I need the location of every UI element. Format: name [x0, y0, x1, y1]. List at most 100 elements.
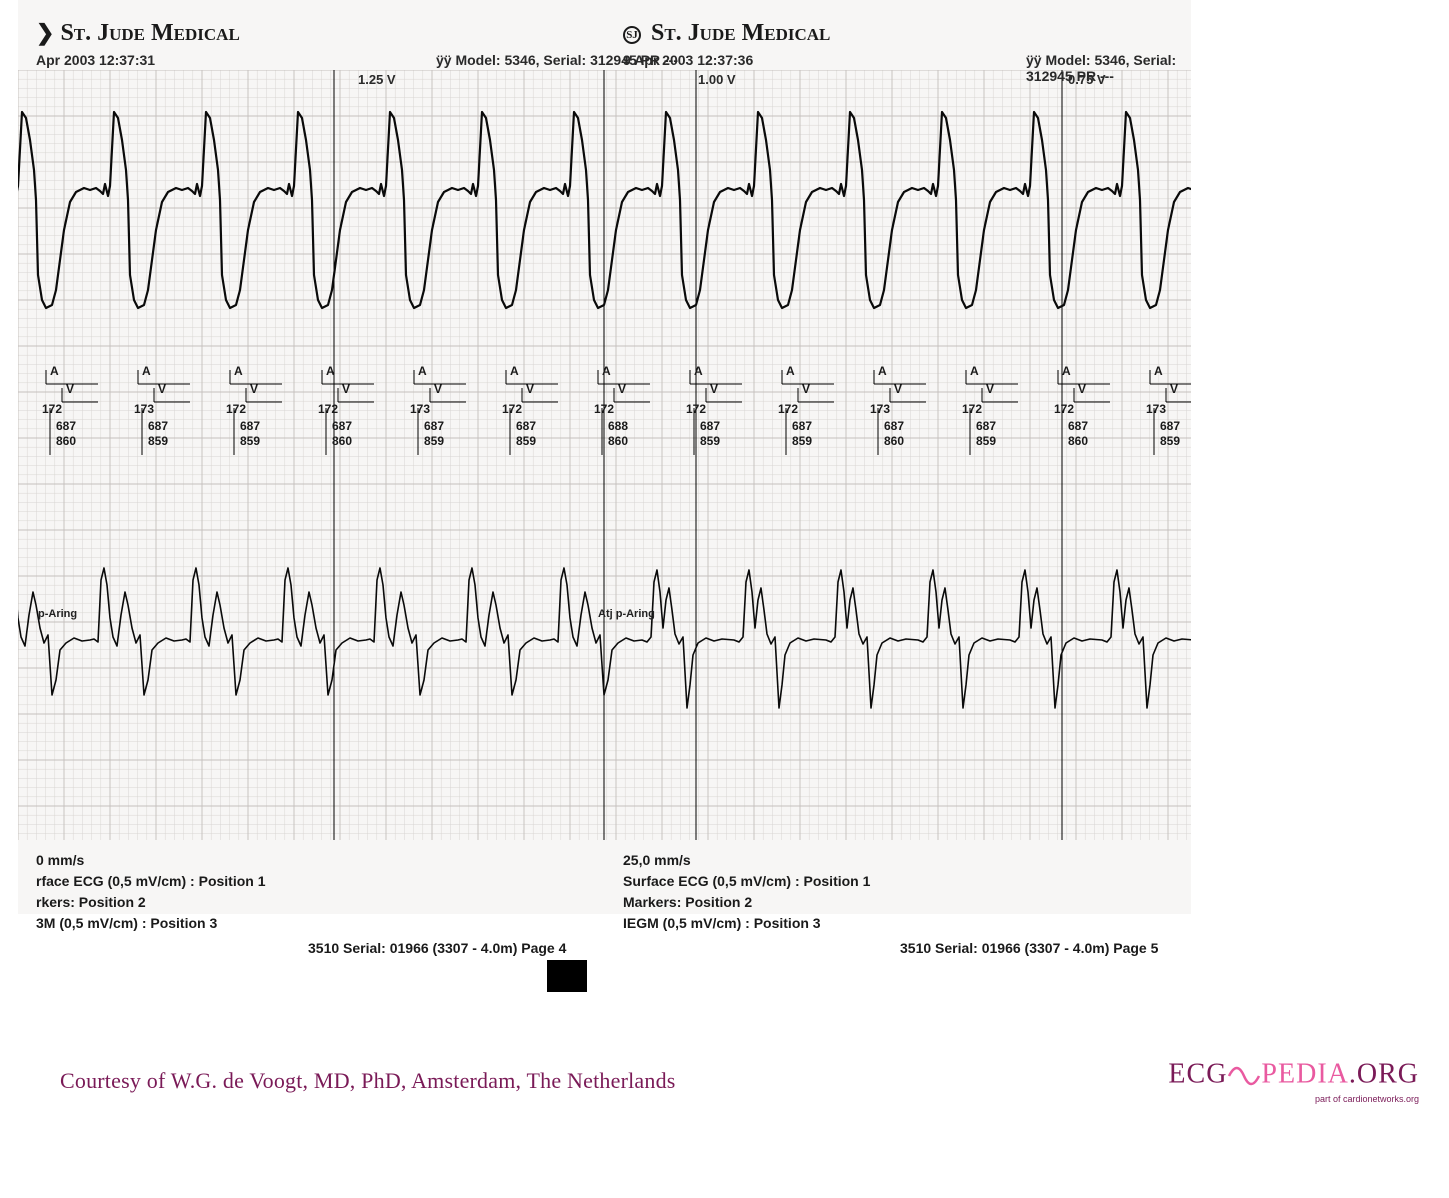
marker-interval-1: 172	[502, 402, 522, 416]
marker-channel-area: AV172687860AV173687859AV172687859AV17268…	[18, 364, 1191, 444]
marker-v: V	[526, 382, 534, 396]
iegm-label-left: p-Aring	[38, 608, 77, 620]
ecgpedia-part2: PEDIA	[1261, 1058, 1348, 1089]
model-info-right: ÿÿ Model: 5346, Serial: 312945 PR ---	[1026, 52, 1191, 84]
marker-a: A	[970, 364, 979, 378]
brand-name: St. Jude Medical	[651, 20, 830, 46]
marker-interval-1: 172	[42, 402, 62, 416]
marker-v: V	[434, 382, 442, 396]
marker-interval-1: 172	[226, 402, 246, 416]
marker-interval-2: 687	[516, 419, 536, 433]
footer-left: 0 mm/s rface ECG (0,5 mV/cm) : Position …	[36, 850, 266, 934]
marker-a: A	[326, 364, 335, 378]
ecgpedia-logo: ECG PEDIA.ORG part of cardionetworks.org	[1168, 1058, 1419, 1104]
marker-interval-1: 172	[778, 402, 798, 416]
timestamp-left: Apr 2003 12:37:31	[36, 52, 155, 68]
marker-a: A	[50, 364, 59, 378]
marker-interval-2: 687	[792, 419, 812, 433]
marker-interval-1: 172	[594, 402, 614, 416]
page-black-marker	[547, 960, 587, 992]
logo-icon: ❯	[36, 20, 54, 45]
voltage-label: 1.00 V	[698, 72, 736, 87]
marker-a: A	[602, 364, 611, 378]
marker-interval-3: 859	[240, 434, 260, 448]
marker-v: V	[894, 382, 902, 396]
marker-interval-2: 687	[332, 419, 352, 433]
brand-name: St. Jude Medical	[60, 20, 239, 46]
marker-interval-2: 687	[240, 419, 260, 433]
markers-label: rkers: Position 2	[36, 892, 266, 913]
marker-interval-2: 687	[700, 419, 720, 433]
marker-interval-3: 859	[1160, 434, 1180, 448]
marker-interval-1: 172	[962, 402, 982, 416]
brand-header-right: SJ St. Jude Medical	[623, 20, 830, 47]
serial-footer-left: 3510 Serial: 01966 (3307 - 4.0m) Page 4	[308, 940, 566, 956]
footer-right: 25,0 mm/s Surface ECG (0,5 mV/cm) : Posi…	[623, 850, 870, 934]
marker-v: V	[618, 382, 626, 396]
iegm-position-label: IEGM (0,5 mV/cm) : Position 3	[623, 913, 870, 934]
marker-interval-2: 687	[148, 419, 168, 433]
marker-interval-1: 173	[134, 402, 154, 416]
marker-interval-1: 173	[870, 402, 890, 416]
marker-v: V	[710, 382, 718, 396]
marker-a: A	[510, 364, 519, 378]
marker-interval-2: 687	[1068, 419, 1088, 433]
ecg-grid	[18, 70, 1191, 840]
ecg-strip-container: ❯ St. Jude Medical SJ St. Jude Medical A…	[18, 0, 1191, 914]
marker-interval-3: 859	[148, 434, 168, 448]
iegm-position-label: 3M (0,5 mV/cm) : Position 3	[36, 913, 266, 934]
speed-label: 25,0 mm/s	[623, 850, 870, 871]
ecgpedia-subtitle: part of cardionetworks.org	[1168, 1094, 1419, 1104]
iegm-label-right: Atj p-Aring	[598, 608, 655, 620]
marker-interval-3: 859	[516, 434, 536, 448]
marker-interval-1: 173	[410, 402, 430, 416]
marker-a: A	[694, 364, 703, 378]
marker-v: V	[986, 382, 994, 396]
marker-interval-3: 859	[700, 434, 720, 448]
marker-interval-1: 173	[1146, 402, 1166, 416]
voltage-label: 1.25 V	[358, 72, 396, 87]
ecgpedia-part3: .ORG	[1349, 1058, 1419, 1089]
surface-ecg-label: Surface ECG (0,5 mV/cm) : Position 1	[623, 871, 870, 892]
marker-v: V	[342, 382, 350, 396]
marker-interval-3: 860	[332, 434, 352, 448]
marker-interval-3: 859	[976, 434, 996, 448]
marker-a: A	[786, 364, 795, 378]
voltage-label: 0.75 V	[1068, 72, 1106, 87]
marker-a: A	[1154, 364, 1163, 378]
marker-interval-1: 172	[318, 402, 338, 416]
marker-interval-2: 687	[976, 419, 996, 433]
marker-interval-3: 860	[56, 434, 76, 448]
wave-icon	[1227, 1058, 1261, 1094]
markers-label: Markers: Position 2	[623, 892, 870, 913]
logo-icon: SJ	[623, 26, 641, 44]
marker-interval-1: 172	[686, 402, 706, 416]
marker-interval-3: 860	[1068, 434, 1088, 448]
marker-v: V	[66, 382, 74, 396]
marker-interval-3: 860	[884, 434, 904, 448]
marker-a: A	[878, 364, 887, 378]
surface-ecg-label: rface ECG (0,5 mV/cm) : Position 1	[36, 871, 266, 892]
marker-a: A	[418, 364, 427, 378]
marker-interval-2: 688	[608, 419, 628, 433]
marker-v: V	[1170, 382, 1178, 396]
marker-v: V	[1078, 382, 1086, 396]
marker-interval-2: 687	[1160, 419, 1180, 433]
marker-interval-3: 859	[424, 434, 444, 448]
marker-v: V	[250, 382, 258, 396]
marker-interval-2: 687	[56, 419, 76, 433]
serial-footer-right: 3510 Serial: 01966 (3307 - 4.0m) Page 5	[900, 940, 1158, 956]
speed-label: 0 mm/s	[36, 850, 266, 871]
marker-a: A	[1062, 364, 1071, 378]
marker-a: A	[234, 364, 243, 378]
courtesy-text: Courtesy of W.G. de Voogt, MD, PhD, Amst…	[60, 1068, 676, 1094]
marker-a: A	[142, 364, 151, 378]
marker-interval-2: 687	[884, 419, 904, 433]
marker-interval-1: 172	[1054, 402, 1074, 416]
brand-header-left: ❯ St. Jude Medical	[36, 20, 240, 47]
model-info-left: ÿÿ Model: 5346, Serial: 312945 PR ---	[436, 52, 678, 68]
marker-interval-3: 860	[608, 434, 628, 448]
marker-v: V	[158, 382, 166, 396]
ecgpedia-part1: ECG	[1168, 1058, 1227, 1089]
marker-interval-3: 859	[792, 434, 812, 448]
